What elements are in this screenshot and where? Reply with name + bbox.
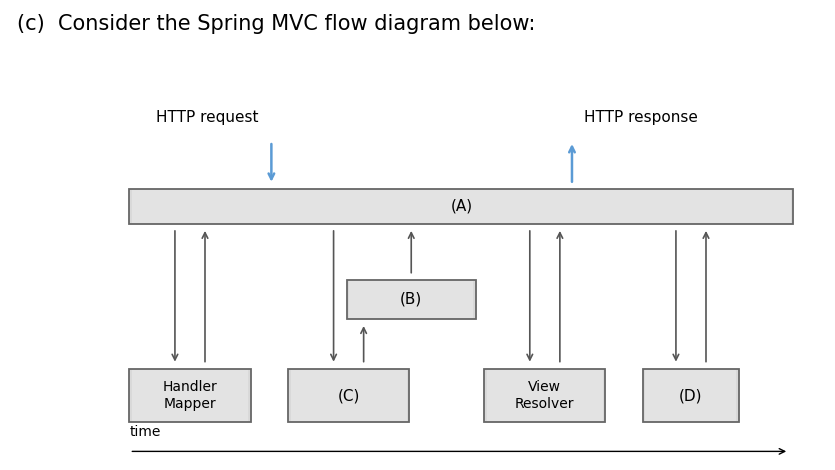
FancyBboxPatch shape <box>291 370 407 421</box>
FancyBboxPatch shape <box>132 370 248 421</box>
FancyBboxPatch shape <box>129 189 793 224</box>
FancyBboxPatch shape <box>643 368 739 423</box>
Text: (c)  Consider the Spring MVC flow diagram below:: (c) Consider the Spring MVC flow diagram… <box>17 14 535 34</box>
FancyBboxPatch shape <box>129 368 250 423</box>
FancyBboxPatch shape <box>347 280 476 319</box>
FancyBboxPatch shape <box>487 370 603 421</box>
Text: HTTP response: HTTP response <box>584 110 698 125</box>
FancyBboxPatch shape <box>484 368 605 423</box>
FancyBboxPatch shape <box>349 281 473 318</box>
Text: (B): (B) <box>400 292 423 307</box>
FancyBboxPatch shape <box>132 190 791 223</box>
Text: (C): (C) <box>337 388 360 403</box>
Text: View
Resolver: View Resolver <box>515 380 574 411</box>
Text: time: time <box>129 425 161 439</box>
Text: Handler
Mapper: Handler Mapper <box>163 380 217 411</box>
Text: HTTP request: HTTP request <box>156 110 259 125</box>
Text: (D): (D) <box>679 388 703 403</box>
FancyBboxPatch shape <box>645 370 736 421</box>
FancyBboxPatch shape <box>288 368 409 423</box>
Text: (A): (A) <box>450 199 473 214</box>
